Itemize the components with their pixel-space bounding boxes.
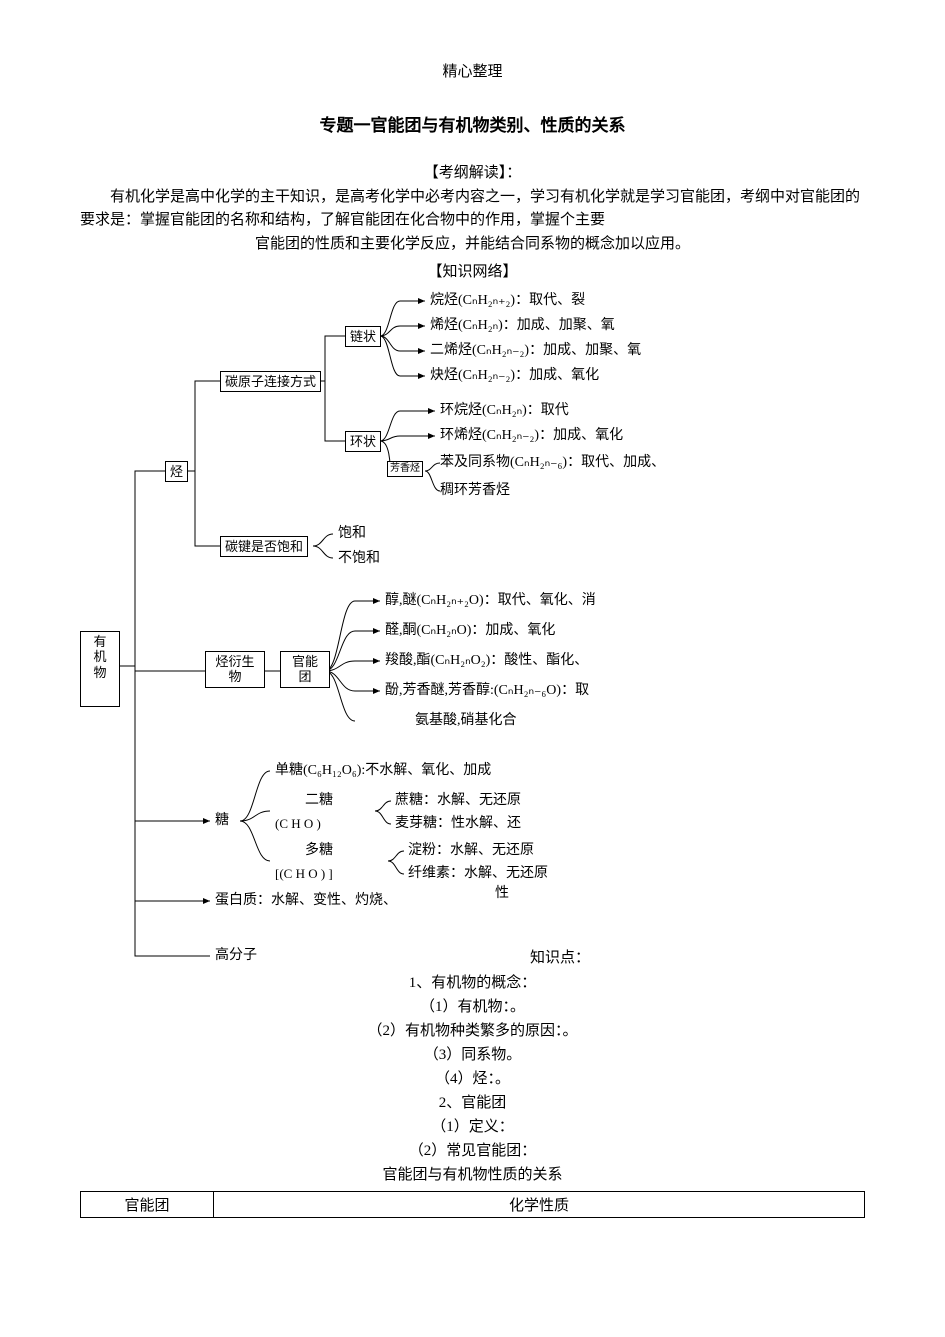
ring-box: 环状	[345, 431, 381, 453]
conn-label: 碳原子连接方式	[225, 374, 316, 389]
kp-rel: 官能团与有机物性质的关系	[80, 1163, 865, 1187]
leaf-alkyne: 炔烃(CₙH₂ₙ₋₂)：加成、氧化	[430, 368, 599, 385]
leaf-saturated: 饱和	[338, 526, 366, 543]
conn-box: 碳原子连接方式	[220, 371, 321, 393]
kp-1a: （1）有机物：。	[80, 995, 865, 1019]
leaf-benzene: 苯及同系物(CₙH₂ₙ₋₆)：取代、加成、	[440, 455, 665, 472]
intro-text-1: 有机化学是高中化学的主干知识，是高考化学中必考内容之一，学习有机化学就是学习官能…	[80, 186, 865, 231]
sat-label: 碳键是否饱和	[225, 539, 303, 554]
leaf-alcohol: 醇,醚(CₙH₂ₙ₊₂O)：取代、氧化、消	[385, 593, 596, 610]
func-label: 官能 团	[292, 654, 318, 685]
network-head: 【知识网络】	[80, 260, 865, 281]
leaf-aldehyde: 醛,酮(CₙH₂ₙO)：加成、氧化	[385, 623, 555, 640]
leaf-polycyclic: 稠环芳香烃	[440, 483, 510, 500]
leaf-poly-formula: [(C H O ) ]	[275, 866, 333, 882]
chain-label: 链状	[350, 329, 376, 344]
leaf-sugar: 糖	[215, 813, 229, 830]
kp-2a: （1）定义：	[80, 1115, 865, 1139]
leaf-alkene: 烯烃(CₙH₂ₙ)：加成、加聚、氧	[430, 318, 615, 335]
leaf-alkane: 烷烃(CₙH₂ₙ₊₂)：取代、裂	[430, 293, 585, 310]
chain-box: 链状	[345, 326, 381, 348]
ring-label: 环状	[350, 434, 376, 449]
table-cell-chem: 化学性质	[214, 1191, 865, 1217]
table-row: 官能团 化学性质	[81, 1191, 865, 1217]
leaf-protein: 蛋白质：水解、变性、灼烧、	[215, 893, 397, 910]
leaf-macromolecule: 高分子	[215, 948, 257, 965]
leaf-unsaturated: 不饱和	[338, 551, 380, 568]
kp-head: 知识点：	[380, 946, 740, 970]
leaf-amino: 氨基酸,硝基化合	[415, 713, 517, 730]
leaf-maltose: 麦芽糖：性水解、还	[395, 816, 521, 833]
leaf-cycloalkene: 环烯烃(CₙH₂ₙ₋₂)：加成、氧化	[440, 428, 623, 445]
leaf-starch: 淀粉：水解、无还原	[408, 843, 534, 860]
leaf-monosugar: 单糖(C₆H₁₂O₆):不水解、氧化、加成	[275, 763, 491, 780]
exam-head: 【考纲解读】：	[80, 161, 865, 182]
intro-text-2: 官能团的性质和主要化学反应，并能结合同系物的概念加以应用。	[80, 233, 865, 256]
leaf-disugar: 二糖	[305, 793, 333, 810]
leaf-sucrose: 蔗糖：水解、无还原	[395, 793, 521, 810]
deriv-label: 烃衍生 物	[215, 654, 254, 685]
root-box: 有 机 物	[80, 631, 120, 707]
hydrocarbon-box: 烃	[165, 461, 188, 483]
doc-title: 专题一官能团与有机物类别、性质的关系	[80, 111, 865, 136]
relation-table: 官能团 化学性质	[80, 1191, 865, 1218]
table-cell-func: 官能团	[81, 1191, 214, 1217]
leaf-polysugar: 多糖	[305, 843, 333, 860]
kp-1d: （4）烃：。	[80, 1067, 865, 1091]
derivative-box: 烃衍生 物	[205, 651, 265, 688]
arom-label: 芳香烃	[390, 463, 420, 474]
knowledge-points-body: 1、有机物的概念： （1）有机物：。 （2）有机物种类繁多的原因：。 （3）同系…	[80, 971, 865, 1187]
kp-2: 2、官能团	[80, 1091, 865, 1115]
page-header: 精心整理	[80, 60, 865, 81]
knowledge-diagram: 有 机 物 烃 碳原子连接方式 链状 环状 芳香烃 碳键是否饱和 烃衍生 物 官…	[80, 291, 865, 981]
leaf-cycloalkane: 环烷烃(CₙH₂ₙ)：取代	[440, 403, 569, 420]
leaf-property: 性	[495, 886, 509, 903]
kp-1b: （2）有机物种类繁多的原因：。	[80, 1019, 865, 1043]
leaf-diene: 二烯烃(CₙH₂ₙ₋₂)：加成、加聚、氧	[430, 343, 641, 360]
leaf-sugar-formula: (C H O )	[275, 816, 321, 832]
functional-box: 官能 团	[280, 651, 330, 688]
leaf-cellulose: 纤维素：水解、无还原	[408, 866, 548, 883]
hydro-label: 烃	[170, 464, 183, 479]
leaf-phenol: 酚,芳香醚,芳香醇:(CₙH₂ₙ₋₆O)：取	[385, 683, 589, 700]
leaf-acid: 羧酸,酯(CₙH₂ₙO₂)：酸性、酯化、	[385, 653, 588, 670]
aromatic-box: 芳香烃	[387, 461, 423, 477]
kp-2b: （2）常见官能团：	[80, 1139, 865, 1163]
page: 精心整理 专题一官能团与有机物类别、性质的关系 【考纲解读】： 有机化学是高中化…	[0, 0, 945, 1258]
root-label: 有 机 物	[93, 634, 106, 680]
saturation-box: 碳键是否饱和	[220, 536, 308, 558]
kp-1c: （3）同系物。	[80, 1043, 865, 1067]
knowledge-points: 知识点：	[380, 941, 740, 970]
